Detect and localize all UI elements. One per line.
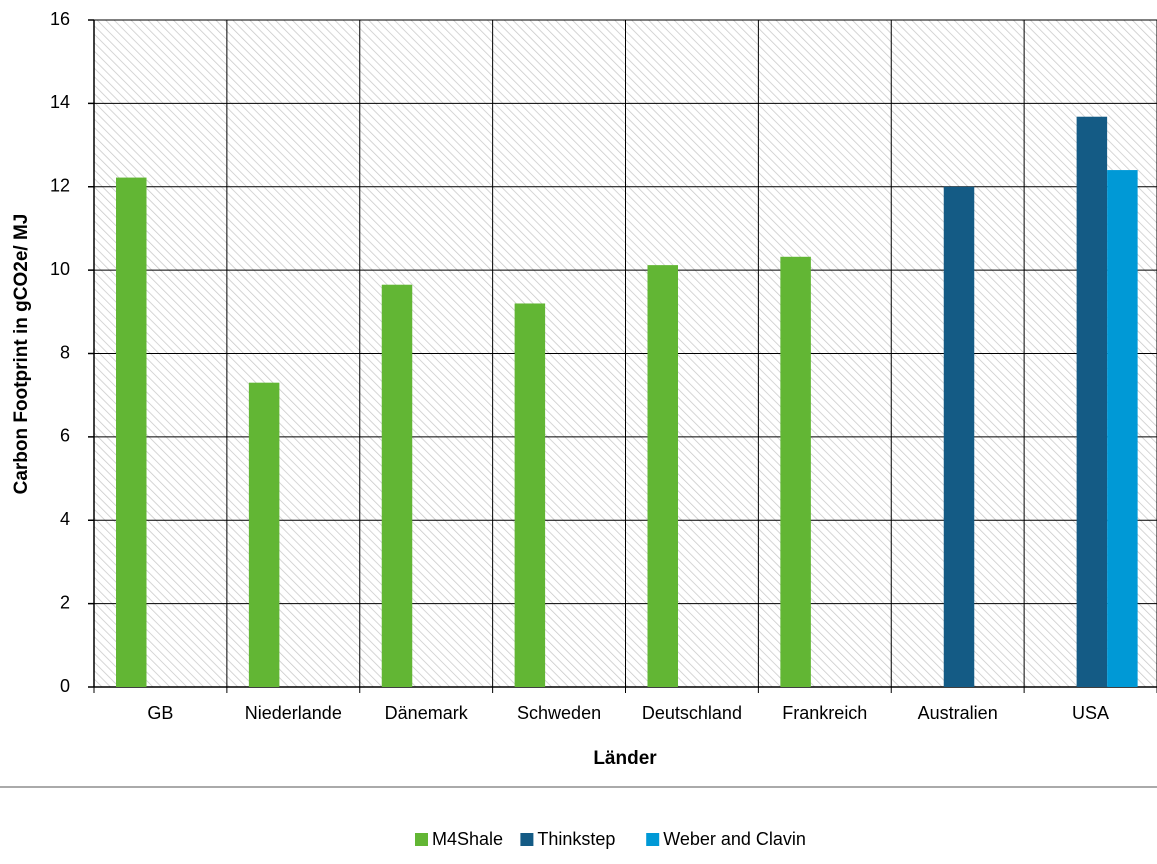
- legend-swatch: [415, 833, 428, 846]
- bar: [514, 303, 546, 687]
- x-tick-label: Australien: [918, 703, 998, 723]
- legend: M4Shale Thinkstep Weber and Clavin: [415, 829, 806, 849]
- x-tick-label: Deutschland: [642, 703, 742, 723]
- x-tick-label: Niederlande: [245, 703, 342, 723]
- y-axis-title: Carbon Footprint in gCO2e/ MJ: [11, 214, 32, 495]
- bar: [943, 186, 975, 687]
- x-tick-label: Frankreich: [782, 703, 867, 723]
- y-tick-label: 14: [50, 92, 70, 112]
- x-axis-title: Länder: [593, 748, 657, 769]
- bar: [248, 382, 280, 687]
- legend-swatch: [520, 833, 534, 846]
- y-tick-label: 2: [60, 592, 70, 612]
- bar: [1107, 170, 1138, 687]
- legend-label: Weber and Clavin: [663, 829, 806, 849]
- x-tick-label: GB: [147, 703, 173, 723]
- legend-swatch: [646, 833, 660, 846]
- y-tick-label: 16: [50, 9, 70, 29]
- y-tick-label: 10: [50, 259, 70, 279]
- legend-label: Thinkstep: [537, 829, 615, 849]
- y-tick-label: 4: [60, 509, 70, 529]
- bar: [1076, 116, 1108, 688]
- bar: [381, 284, 413, 687]
- bar: [116, 177, 147, 688]
- y-tick-label: 8: [60, 342, 70, 362]
- y-tick-label: 0: [60, 676, 70, 696]
- y-tick-label: 12: [50, 176, 70, 196]
- y-tick-label: 6: [60, 426, 70, 446]
- bar: [780, 256, 811, 687]
- bar: [647, 265, 678, 687]
- x-tick-label: Dänemark: [385, 703, 469, 723]
- x-tick-label: Schweden: [517, 703, 601, 723]
- x-tick-label: USA: [1072, 703, 1109, 723]
- legend-label: M4Shale: [432, 829, 503, 849]
